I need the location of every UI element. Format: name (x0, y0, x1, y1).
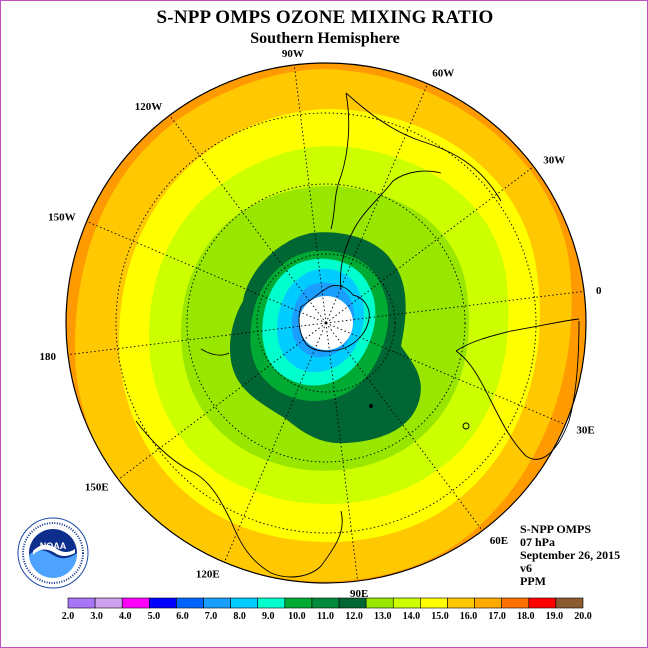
graticule (67, 64, 585, 582)
logo-gull (33, 544, 75, 556)
africa-coast (455, 318, 580, 460)
latitude-circle (186, 183, 466, 463)
colorbar-tick-label: 17.0 (488, 611, 506, 622)
continent-outlines (135, 92, 580, 578)
colorbar-swatch (203, 597, 231, 609)
colorbar-tick-label: 6.0 (176, 611, 189, 622)
colorbar-swatch (420, 597, 448, 609)
madagascar-marker (462, 422, 470, 430)
island-marker (369, 404, 373, 408)
logo-text: NOAA (40, 541, 67, 551)
longitude-label: 60W (432, 68, 454, 80)
longitude-label: 30W (543, 154, 565, 166)
longitude-label: 150E (85, 482, 109, 494)
colorbar-swatch (474, 597, 502, 609)
info-pressure-level: 07 hPa (520, 535, 556, 549)
colorbar-swatch (365, 597, 394, 609)
colorbar-swatch (392, 597, 421, 609)
meridian-line (223, 322, 327, 563)
australia-coast (135, 420, 343, 578)
colorbar-tick-label: 18.0 (517, 611, 535, 622)
colorbar-tick-label: 15.0 (431, 611, 449, 622)
colorbar-tick-label: 10.0 (288, 611, 306, 622)
colorbar-swatch (311, 597, 340, 609)
colorbar-tick-label: 2.0 (62, 611, 75, 622)
colorbar-swatch (555, 597, 584, 609)
map-subtitle: Southern Hemisphere (250, 30, 400, 47)
logo-wave (29, 550, 78, 579)
longitude-label: 150W (48, 212, 76, 224)
ross-ice-edge (200, 348, 230, 356)
meridian-line (325, 166, 534, 324)
latitude-circle (256, 253, 396, 393)
colorbar-swatch (176, 597, 204, 609)
south-america-coast (330, 92, 502, 230)
colorbar-tick-label: 20.0 (574, 611, 592, 622)
longitude-label: 120E (196, 568, 220, 580)
colorbar-swatch (447, 597, 475, 609)
longitude-label: 30E (576, 424, 594, 436)
meridian-line (169, 115, 327, 324)
colorbar-swatch (230, 597, 259, 609)
colorbar-tick-label: 19.0 (546, 611, 564, 622)
meridian-line (325, 322, 566, 426)
colorbar-swatch (67, 597, 96, 609)
meridian-line (325, 290, 585, 324)
colorbar-tick-label: 12.0 (345, 611, 363, 622)
longitude-label: 0 (596, 285, 602, 297)
colorbar-tick-label: 5.0 (148, 611, 161, 622)
colorbar-tick-label: 9.0 (262, 611, 275, 622)
colorbar-tick-label: 11.0 (317, 611, 334, 622)
longitude-label: 90W (282, 48, 304, 60)
colorbar-swatch (528, 597, 557, 609)
info-units: PPM (520, 574, 546, 588)
colorbar-swatch (501, 597, 530, 609)
antarctica-coastline (298, 284, 370, 352)
colorbar-tick-label: 13.0 (374, 611, 392, 622)
info-version: v6 (520, 561, 532, 575)
colorbar-tick-label: 3.0 (90, 611, 103, 622)
meridian-line (325, 322, 359, 582)
map-boundary (65, 62, 587, 584)
info-date: September 26, 2015 (520, 548, 621, 562)
colorbar-tick-label: 7.0 (205, 611, 218, 622)
longitude-label: 180 (40, 351, 57, 363)
longitude-label: 90E (350, 588, 368, 600)
colorbar-swatch (121, 597, 150, 609)
longitude-label: 60E (490, 535, 508, 547)
meridian-line (325, 322, 483, 531)
longitude-label: 120W (135, 101, 163, 113)
colorbar-tick-label: 14.0 (403, 611, 421, 622)
colorbar-tick-label: 8.0 (233, 611, 246, 622)
colorbar-swatch (257, 597, 286, 609)
map-title: S-NPP OMPS OZONE MIXING RATIO (156, 7, 494, 28)
meridian-line (118, 322, 327, 480)
colorbar-swatch (284, 597, 313, 609)
info-instrument: S-NPP OMPS (520, 522, 591, 536)
colorbar-swatch (338, 597, 367, 609)
meridian-line (325, 83, 429, 324)
meridian-line (86, 220, 327, 324)
colorbar-tick-label: 4.0 (119, 611, 132, 622)
logo-ring-lettering (22, 522, 84, 584)
latitude-circle (115, 112, 537, 534)
colorbar-swatch (94, 597, 123, 609)
longitude-labels: 90W 60W 30W 0 30E 60E 90E 120E 150E 180 150W 120W (40, 48, 602, 600)
meridian-line (67, 322, 327, 356)
colorbar-tick-labels: 2.0 3.0 4.0 5.0 6.0 7.0 8.0 9.0 10.0 11.0 12.0 13.0… (62, 611, 592, 622)
colorbar-swatch (149, 597, 177, 609)
colorbar-tick-label: 16.0 (460, 611, 478, 622)
colorbar-swatches (67, 597, 584, 609)
noaa-logo: NOAA (17, 517, 89, 589)
meridian-line (293, 64, 327, 324)
antarctic-peninsula-coast (340, 170, 442, 290)
